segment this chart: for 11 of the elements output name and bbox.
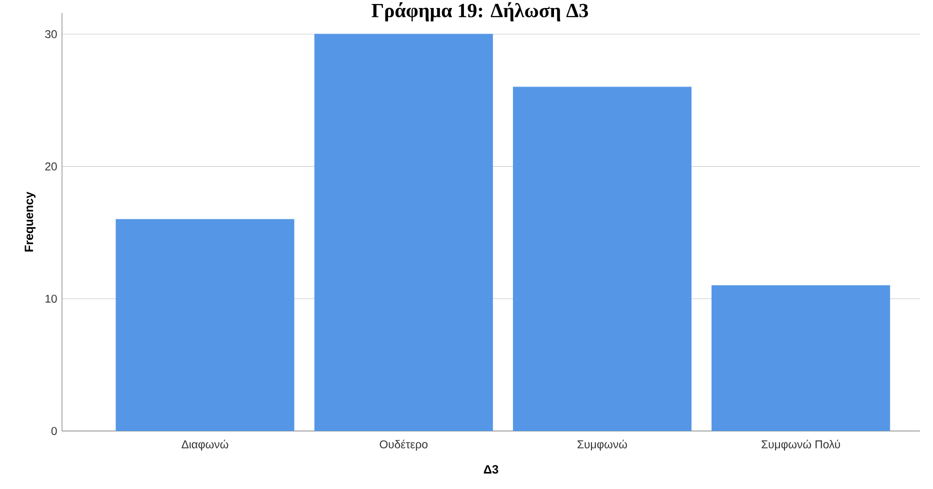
chart-title: Γράφημα 19: Δήλωση Δ3 [372,2,588,22]
x-axis-title: Δ3 [484,465,498,474]
x-tick-label: Συμφωνώ Πολύ [762,440,840,451]
y-axis-title: Frequency [24,192,36,252]
x-tick-label: Συμφωνώ [578,440,627,451]
y-tick-label: 30 [45,30,57,38]
y-tick-label: 20 [45,162,57,170]
y-tick-label: 10 [46,294,57,303]
x-tick-label: Ουδέτερο [380,440,428,451]
y-tick-label: 0 [51,426,57,435]
x-tick-label: Διαφωνώ [182,440,228,451]
